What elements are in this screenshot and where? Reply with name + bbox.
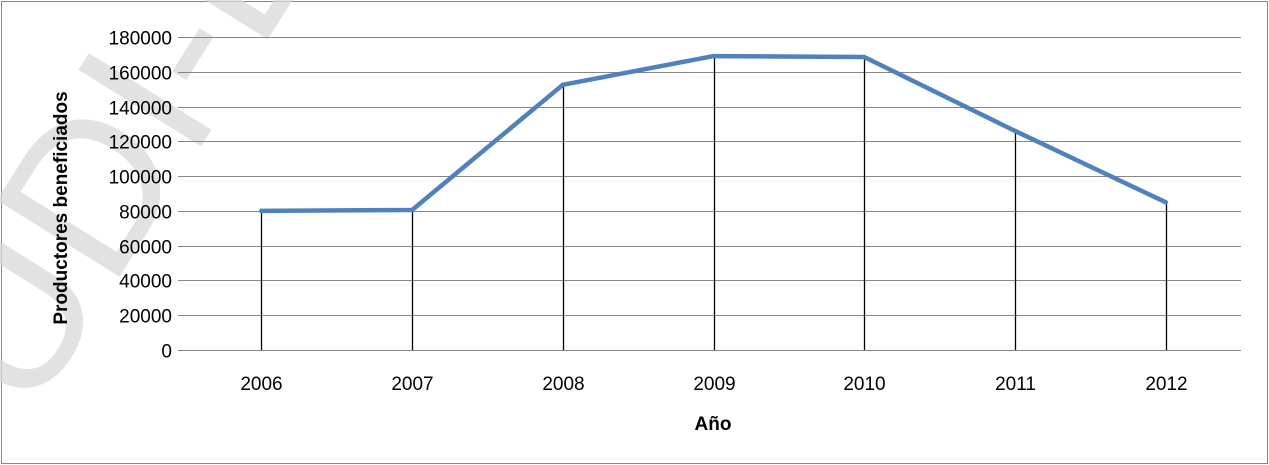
x-tick-label: 2011 [995,374,1036,395]
data-point [259,208,264,214]
y-tick-label: 80000 [119,203,172,224]
y-axis-tick-labels: 0 20000 40000 60000 80000 100000 120000 140000 1… [109,29,172,363]
y-tick-label: 40000 [119,272,172,293]
x-tick-label: 2008 [542,374,584,395]
y-tick-label: 20000 [119,307,172,328]
gridlines [178,37,1241,351]
y-tick-label: 0 [161,342,172,363]
data-point [1012,128,1018,134]
data-point [560,82,566,88]
y-tick-label: 180000 [109,29,172,50]
series-line [259,53,1168,214]
y-axis-title: Productores beneficiados [51,91,72,324]
y-tick-label: 100000 [109,168,172,189]
y-tick-label: 60000 [119,238,172,259]
x-tick-label: 2006 [240,374,282,395]
x-tick-label: 2010 [843,374,885,395]
x-axis-title: Año [695,414,732,435]
x-axis-tick-labels: 2006 2007 2008 2009 2010 2011 2012 [240,374,1187,395]
y-tick-label: 160000 [109,64,172,85]
series-group [259,53,1168,214]
x-tick-label: 2012 [1145,374,1187,395]
data-point [861,54,867,60]
data-point [1163,199,1168,205]
x-tick-label: 2007 [391,374,433,395]
y-tick-label: 120000 [109,133,172,154]
x-tick-label: 2009 [693,374,735,395]
drop-lines [260,56,1168,350]
y-tick-label: 140000 [109,99,172,120]
data-point [409,207,415,213]
data-point [711,53,716,59]
